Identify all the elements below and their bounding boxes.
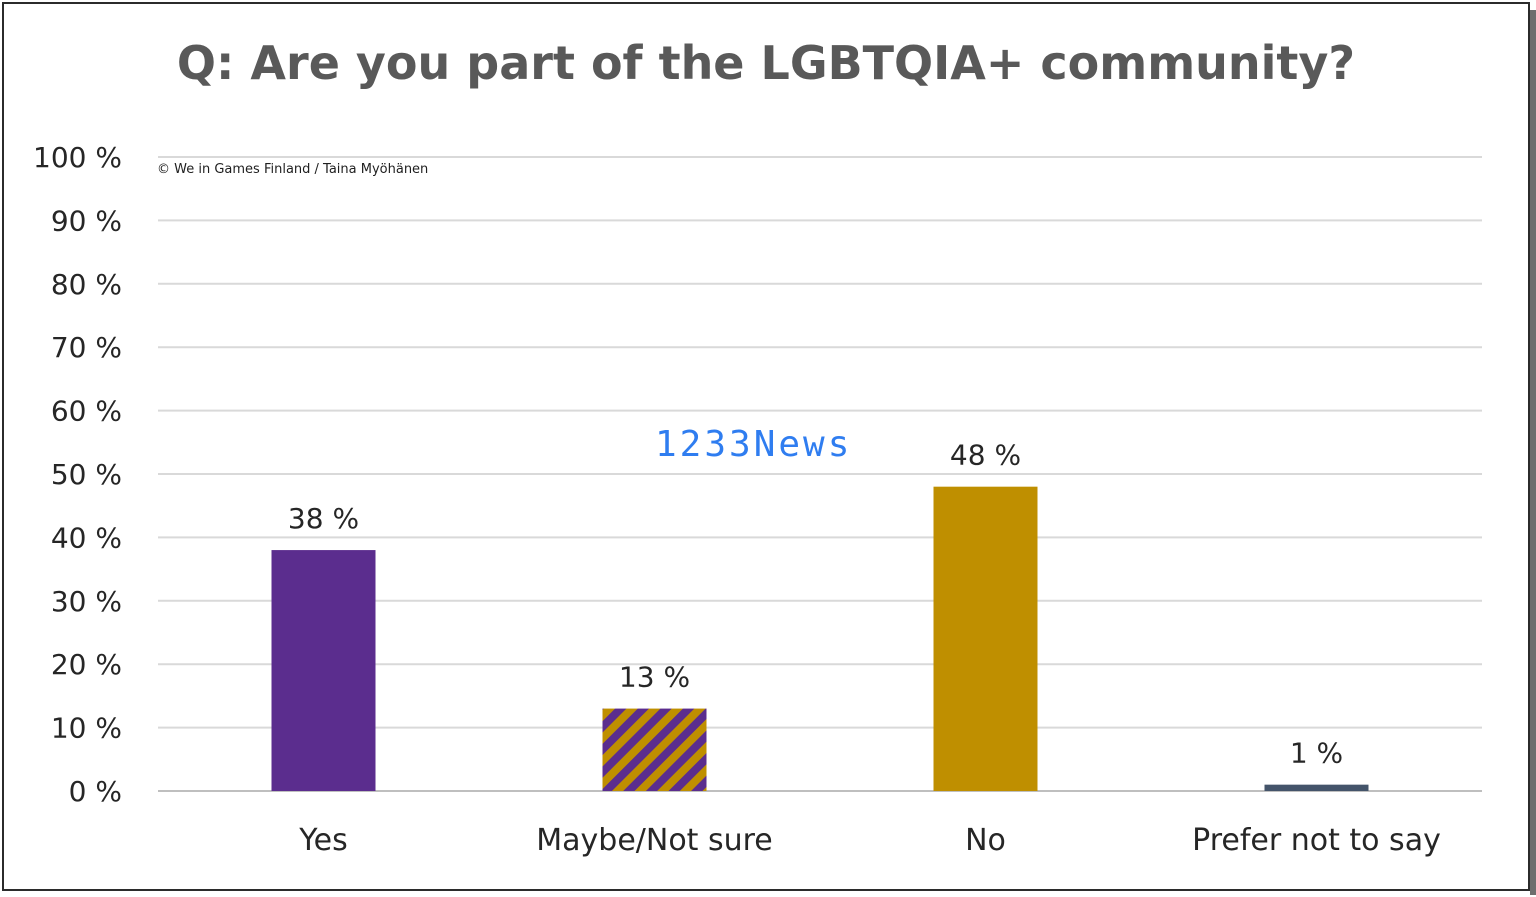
copyright-annotation: © We in Games Finland / Taina Myöhänen (157, 162, 429, 177)
y-tick-label: 0 % (69, 775, 122, 808)
y-tick-label: 50 % (51, 458, 122, 491)
bar-yes (271, 550, 376, 791)
x-category-label: Prefer not to say (1192, 823, 1441, 858)
x-category-label: Maybe/Not sure (536, 823, 773, 858)
y-tick-label: 20 % (51, 648, 122, 681)
bar-prefer-not-to-say (1264, 784, 1369, 791)
chart-title: Q: Are you part of the LGBTQIA+ communit… (176, 36, 1356, 90)
bar-no (933, 486, 1038, 791)
x-category-label: Yes (298, 823, 347, 858)
y-tick-label: 100 % (33, 141, 122, 174)
data-label: 13 % (619, 661, 690, 694)
data-label: 48 % (950, 439, 1021, 472)
x-category-label: No (965, 823, 1006, 858)
data-label: 1 % (1290, 737, 1343, 770)
watermark-text: 1233News (655, 424, 853, 465)
y-tick-label: 30 % (51, 585, 122, 618)
data-label: 38 % (288, 502, 359, 535)
y-tick-label: 40 % (51, 521, 122, 554)
y-tick-label: 70 % (51, 331, 122, 364)
y-tick-label: 90 % (51, 204, 122, 237)
y-tick-label: 10 % (51, 712, 122, 745)
bar-maybe-not-sure (602, 708, 707, 791)
y-tick-label: 60 % (51, 395, 122, 428)
y-tick-label: 80 % (51, 268, 122, 301)
